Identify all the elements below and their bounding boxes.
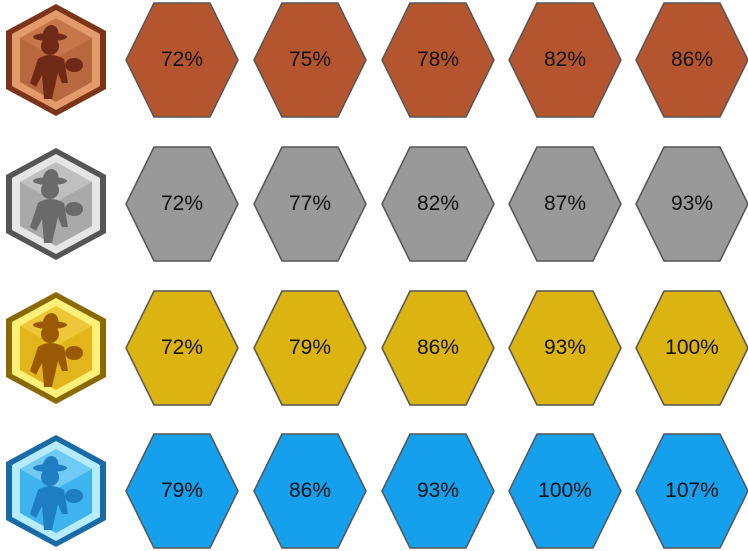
hex-value-label: 72%: [160, 336, 204, 359]
hex-value-diamond-3[interactable]: 93%: [380, 432, 496, 550]
hex-value-label: 82%: [543, 48, 587, 71]
hex-value-gold-1[interactable]: 72%: [124, 289, 240, 407]
hex-value-label: 87%: [543, 192, 587, 215]
tier-row-gold: 72% 79% 86% 93% 100%: [0, 289, 748, 407]
bronze-figure-badge-icon: [0, 1, 112, 119]
hex-value-label: 72%: [160, 192, 204, 215]
tier-row-diamond: 79% 86% 93% 100% 107%: [0, 432, 748, 550]
hex-value-silver-4[interactable]: 87%: [507, 145, 623, 263]
hex-value-bronze-1[interactable]: 72%: [124, 1, 240, 119]
hex-value-label: 79%: [160, 479, 204, 502]
hex-value-diamond-5[interactable]: 107%: [634, 432, 748, 550]
hex-value-gold-2[interactable]: 79%: [252, 289, 368, 407]
hex-value-bronze-3[interactable]: 78%: [380, 1, 496, 119]
hex-value-bronze-5[interactable]: 86%: [634, 1, 748, 119]
hex-value-label: 107%: [665, 479, 719, 502]
hex-value-label: 86%: [288, 479, 332, 502]
hex-value-diamond-4[interactable]: 100%: [507, 432, 623, 550]
hex-value-silver-2[interactable]: 77%: [252, 145, 368, 263]
hex-value-label: 93%: [416, 479, 460, 502]
hex-value-gold-4[interactable]: 93%: [507, 289, 623, 407]
hex-value-silver-5[interactable]: 93%: [634, 145, 748, 263]
hex-value-gold-5[interactable]: 100%: [634, 289, 748, 407]
hex-value-gold-3[interactable]: 86%: [380, 289, 496, 407]
hex-value-label: 100%: [665, 336, 719, 359]
hex-value-label: 100%: [538, 479, 592, 502]
hex-value-label: 75%: [288, 48, 332, 71]
gold-figure-badge-icon: [0, 289, 112, 407]
hex-value-label: 77%: [288, 192, 332, 215]
hex-value-diamond-1[interactable]: 79%: [124, 432, 240, 550]
hex-value-label: 78%: [416, 48, 460, 71]
hex-value-label: 82%: [416, 192, 460, 215]
diamond-figure-badge-icon: [0, 432, 112, 550]
hex-value-silver-1[interactable]: 72%: [124, 145, 240, 263]
tier-row-silver: 72% 77% 82% 87% 93%: [0, 145, 748, 263]
tier-row-bronze: 72% 75% 78% 82% 86%: [0, 1, 748, 119]
hex-value-label: 93%: [543, 336, 587, 359]
hex-value-label: 72%: [160, 48, 204, 71]
hex-value-label: 86%: [670, 48, 714, 71]
hex-value-silver-3[interactable]: 82%: [380, 145, 496, 263]
hex-value-label: 93%: [670, 192, 714, 215]
hex-value-bronze-4[interactable]: 82%: [507, 1, 623, 119]
silver-figure-badge-icon: [0, 145, 112, 263]
hex-value-label: 86%: [416, 336, 460, 359]
hex-value-bronze-2[interactable]: 75%: [252, 1, 368, 119]
hex-value-diamond-2[interactable]: 86%: [252, 432, 368, 550]
hex-value-label: 79%: [288, 336, 332, 359]
